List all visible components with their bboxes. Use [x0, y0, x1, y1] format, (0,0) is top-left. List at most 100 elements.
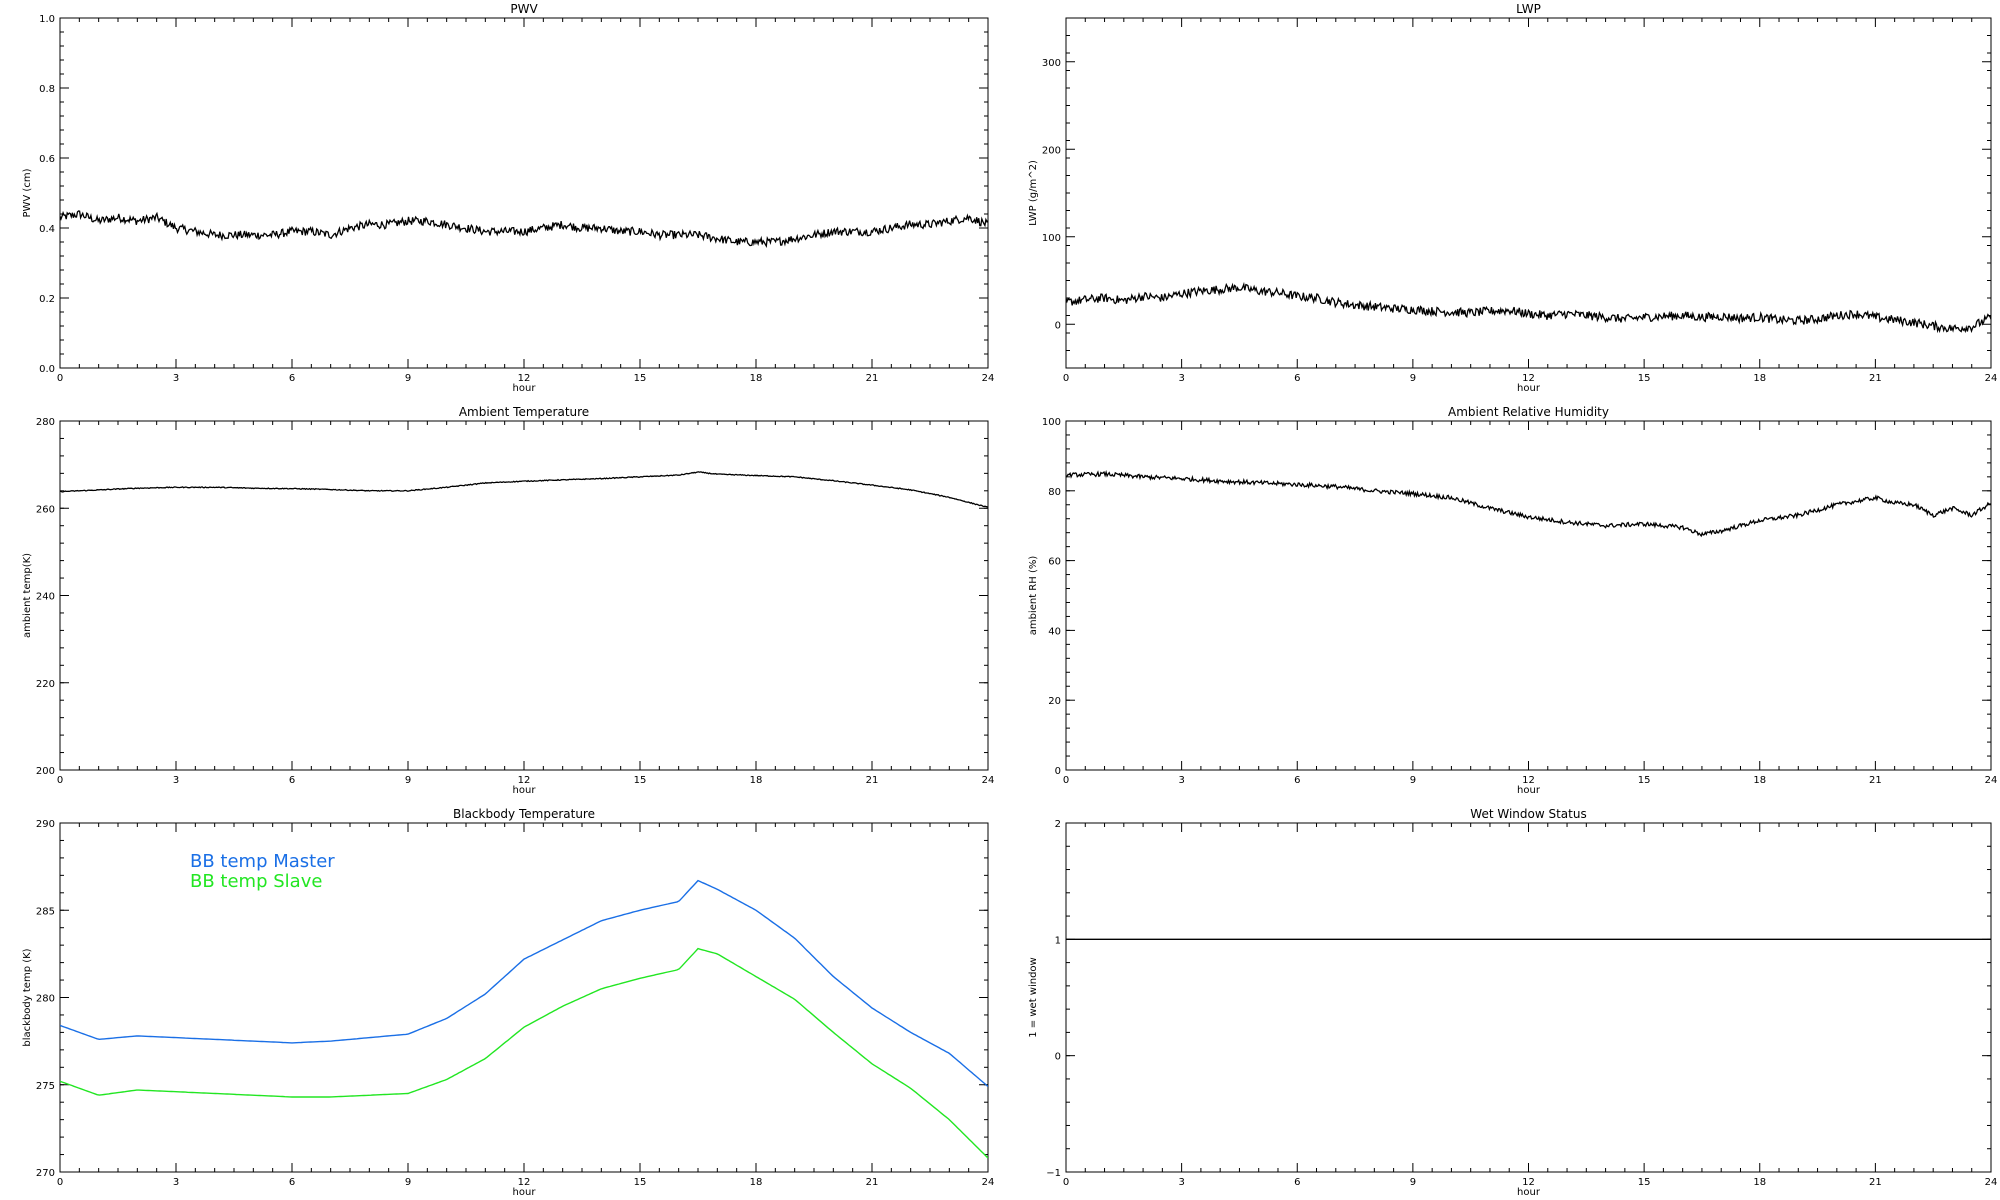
pwv-xtick-label: 6 — [289, 373, 295, 384]
pwv-series-line-0 — [60, 210, 988, 248]
ambient_rh-xtick-label: 0 — [1063, 775, 1069, 786]
bb_temp-xlabel: hour — [513, 1187, 537, 1198]
lwp-xtick-label: 15 — [1638, 373, 1651, 384]
ambient_temp-xtick-label: 24 — [982, 775, 995, 786]
lwp-xtick-label: 21 — [1869, 373, 1882, 384]
lwp-xtick-label: 9 — [1410, 373, 1416, 384]
bb_temp-ytick-label: 285 — [36, 906, 55, 917]
bb_temp-series-line-0 — [60, 879, 988, 1088]
pwv-xtick-label: 12 — [518, 373, 531, 384]
wet_window-ylabel: 1 = wet window — [1028, 957, 1039, 1037]
ambient_temp-xtick-label: 15 — [634, 775, 647, 786]
ambient_rh-ytick-label: 100 — [1042, 417, 1061, 428]
bb_temp-ytick-label: 290 — [36, 819, 55, 830]
pwv-xtick-label: 15 — [634, 373, 647, 384]
lwp-ytick-label: 100 — [1042, 233, 1061, 244]
pwv-ytick-label: 0.8 — [39, 84, 55, 95]
bb_temp-xtick-label: 24 — [982, 1177, 995, 1188]
lwp-xtick-label: 6 — [1294, 373, 1300, 384]
wet_window-xtick-label: 9 — [1410, 1177, 1416, 1188]
ambient_rh-ylabel: ambient RH (%) — [1028, 556, 1039, 636]
ambient_temp-ytick-label: 280 — [36, 417, 55, 428]
pwv-xtick-label: 9 — [405, 373, 411, 384]
ambient_temp-ytick-label: 240 — [36, 592, 55, 603]
lwp-ytick-label: 300 — [1042, 58, 1061, 69]
wet_window-xtick-label: 3 — [1178, 1177, 1184, 1188]
ambient_rh-ytick-label: 0 — [1055, 766, 1061, 777]
ambient_temp-xlabel: hour — [513, 785, 537, 796]
lwp-series-line-0 — [1066, 281, 1991, 334]
ambient_rh-ytick-label: 20 — [1048, 696, 1061, 707]
lwp-ylabel: LWP (g/m^2) — [1028, 160, 1039, 226]
lwp-xtick-label: 12 — [1522, 373, 1535, 384]
ambient_rh-xtick-label: 3 — [1178, 775, 1184, 786]
ambient_temp-xtick-label: 0 — [57, 775, 63, 786]
bb_temp-title: Blackbody Temperature — [453, 807, 595, 821]
pwv-xlabel: hour — [513, 383, 537, 394]
ambient_temp-ylabel: ambient temp(K) — [22, 553, 33, 638]
ambient_temp-series-line-0 — [60, 471, 988, 508]
bb_temp-ytick-label: 270 — [36, 1168, 55, 1179]
lwp-ytick-label: 0 — [1055, 320, 1061, 331]
pwv-ytick-label: 0.6 — [39, 154, 55, 165]
ambient_rh-title: Ambient Relative Humidity — [1448, 405, 1609, 419]
lwp-xlabel: hour — [1517, 383, 1541, 394]
panel-ambient_temp: Ambient Temperature 0 3 6 9 12 15 18 21 24 hour 200… — [22, 405, 994, 796]
pwv-xtick-label: 0 — [57, 373, 63, 384]
bb_temp-xtick-label: 15 — [634, 1177, 647, 1188]
bb_temp-xtick-label: 0 — [57, 1177, 63, 1188]
pwv-ytick-label: 0.4 — [39, 224, 55, 235]
wet_window-ytick-label: 0 — [1055, 1052, 1061, 1063]
pwv-xtick-label: 24 — [982, 373, 995, 384]
ambient_temp-xtick-label: 21 — [866, 775, 879, 786]
ambient_rh-series-line-0 — [1066, 469, 1991, 538]
bb_temp-xtick-label: 18 — [750, 1177, 763, 1188]
bb_temp-legend-label: BB temp Slave — [190, 871, 322, 892]
ambient_rh-ytick-label: 80 — [1048, 487, 1061, 498]
wet_window-xtick-label: 6 — [1294, 1177, 1300, 1188]
wet_window-ytick-label: −1 — [1046, 1168, 1061, 1179]
ambient_rh-xlabel: hour — [1517, 785, 1541, 796]
ambient_rh-xtick-label: 6 — [1294, 775, 1300, 786]
ambient_temp-xtick-label: 18 — [750, 775, 763, 786]
bb_temp-xtick-label: 3 — [173, 1177, 179, 1188]
bb_temp-ytick-label: 280 — [36, 994, 55, 1005]
bb_temp-xtick-label: 21 — [866, 1177, 879, 1188]
pwv-ytick-label: 0.0 — [39, 364, 55, 375]
ambient_temp-ytick-label: 200 — [36, 766, 55, 777]
ambient_temp-ytick-label: 260 — [36, 504, 55, 515]
bb_temp-legend-label: BB temp Master — [190, 851, 335, 872]
ambient_rh-xtick-label: 12 — [1522, 775, 1535, 786]
pwv-xtick-label: 3 — [173, 373, 179, 384]
wet_window-xtick-label: 18 — [1753, 1177, 1766, 1188]
lwp-xtick-label: 24 — [1985, 373, 1998, 384]
wet_window-title: Wet Window Status — [1470, 807, 1586, 821]
lwp-xtick-label: 3 — [1178, 373, 1184, 384]
ambient_rh-xtick-label: 21 — [1869, 775, 1882, 786]
ambient_temp-ytick-label: 220 — [36, 679, 55, 690]
lwp-title: LWP — [1516, 2, 1541, 16]
panel-pwv: PWV 0 3 6 9 12 15 18 21 24 hour 0.0 0.2 0.4 0.6 0.8 1.0 P… — [22, 2, 994, 394]
ambient_rh-xtick-label: 24 — [1985, 775, 1998, 786]
bb_temp-xtick-label: 12 — [518, 1177, 531, 1188]
ambient_temp-xtick-label: 3 — [173, 775, 179, 786]
wet_window-xtick-label: 12 — [1522, 1177, 1535, 1188]
wet_window-xtick-label: 0 — [1063, 1177, 1069, 1188]
wet_window-xlabel: hour — [1517, 1187, 1541, 1198]
bb_temp-xtick-label: 9 — [405, 1177, 411, 1188]
bb_temp-xtick-label: 6 — [289, 1177, 295, 1188]
ambient_temp-title: Ambient Temperature — [459, 405, 589, 419]
wet_window-xtick-label: 15 — [1638, 1177, 1651, 1188]
bb_temp-ylabel: blackbody temp (K) — [22, 948, 33, 1046]
wet_window-xtick-label: 24 — [1985, 1177, 1998, 1188]
pwv-ylabel: PWV (cm) — [22, 168, 33, 217]
wet_window-xtick-label: 21 — [1869, 1177, 1882, 1188]
panel-ambient_rh: Ambient Relative Humidity 0 3 6 9 12 15 18 21 24 h… — [1028, 405, 1997, 796]
bb_temp-ytick-label: 275 — [36, 1081, 55, 1092]
pwv-xtick-label: 21 — [866, 373, 879, 384]
ambient_rh-ytick-label: 60 — [1048, 557, 1061, 568]
